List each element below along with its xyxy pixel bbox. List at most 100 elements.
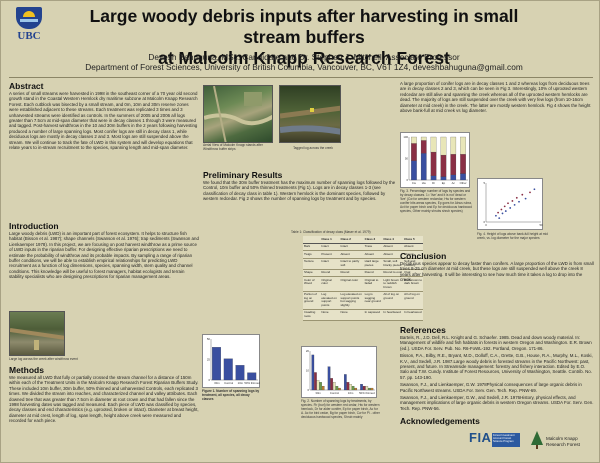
references-section: References Bartels, R., J.D. Dell, R.L. … [400, 325, 594, 413]
bar [460, 173, 466, 181]
table-cell: Shape [303, 269, 321, 278]
x-tick-label: 30m [214, 381, 220, 385]
introduction-text: Large woody debris (LWD) is an important… [9, 231, 199, 280]
y-tick-label: 20 [306, 349, 310, 353]
table-cell: Round [339, 269, 364, 278]
bar [440, 136, 447, 156]
table-row: Shape Round Round Round Round to oval Oval [303, 269, 423, 278]
scatter-point [504, 210, 507, 212]
bar [311, 354, 315, 391]
bar [332, 382, 336, 391]
table-cell: Intact [320, 258, 340, 270]
log-across-creek-photo [9, 311, 65, 356]
ubc-shield-icon [16, 7, 42, 29]
figure-2-chart: 0 10 20 30m Control 10m 50% thinned [306, 349, 375, 395]
y-tick-label: 50 [207, 337, 211, 341]
conclusion-section: Conclusion Deciduous species appear to d… [400, 251, 594, 283]
x-tick-label: 30m [315, 391, 321, 395]
mkrf-logo-text: Malcolm Knapp Research Forest [546, 436, 580, 447]
scatter-point [515, 196, 518, 199]
references-list: Bartels, R., J.D. Dell, R.L. Knight and … [400, 335, 594, 411]
reference-item: Bartels, R., J.D. Dell, R.L. Knight and … [400, 335, 592, 351]
bar [330, 378, 333, 391]
bar [247, 372, 257, 381]
scatter-point [497, 211, 499, 214]
fia-program-text: Forest Investment Account Forest Science… [492, 433, 520, 447]
x-tick-label: 50% thinned [244, 381, 260, 385]
x-tick-label: 0 [485, 223, 487, 227]
scatter-point [521, 193, 524, 196]
reference-item: Swanson, F.J., and Lienkaemper, G.W. 197… [400, 382, 582, 393]
table-cell: Intact [339, 243, 364, 252]
table-cell: None [320, 309, 340, 321]
mkrf-logo: Malcolm Knapp Research Forest [531, 430, 595, 455]
y-tick-label: 25 [207, 358, 211, 362]
bar [344, 374, 347, 391]
table-cell: Hard large pieces [363, 258, 383, 270]
y-tick-label: 5 [483, 181, 485, 185]
results-continued-text: A large proportion of conifer logs are i… [400, 81, 591, 114]
mkrf-line-2: Research Forest [546, 441, 580, 447]
table-row: Bark Intact Intact Trace Absent Absent [303, 243, 423, 252]
table-1-caption: Table 1: Classification of decay class (… [291, 230, 371, 234]
scatter-point [511, 200, 514, 202]
bar [316, 380, 320, 391]
conclusion-text: Deciduous species appear to decay faster… [400, 261, 594, 283]
abstract-text: A series of small streams were harvested… [9, 91, 198, 151]
table-cell: Round [363, 269, 383, 278]
table-cell: Intact to partly soft [339, 258, 364, 270]
scatter-point [533, 188, 536, 191]
figure-3-chart: 0 50 100 Cw Hw Dr Ep Ac Other [403, 135, 468, 185]
bar [430, 151, 437, 176]
figure-1-caption: Figure 1. Number of spanning logs by tre… [202, 389, 260, 401]
bar [368, 387, 371, 391]
table-row: Invading roots None None In sapwood In heart… [303, 309, 423, 321]
mkrf-line-1: Malcolm Knapp [546, 436, 578, 441]
scatter-point [498, 217, 501, 219]
scatter-point [507, 202, 509, 205]
scatter-point [503, 205, 506, 208]
x-tick-label: 50% thinned [359, 391, 375, 395]
bar [223, 358, 233, 381]
bar [351, 385, 355, 391]
figure-3: 0 50 100 Cw Hw Dr Ep Ac Other [400, 132, 470, 188]
fia-logo: FIA Forest Investment Account Forest Sci… [469, 430, 520, 455]
affiliation: Department of Forest Sciences, Universit… [85, 62, 411, 72]
methods-section: Methods We measured all LWD that fully o… [9, 365, 199, 424]
bar [338, 387, 341, 391]
ubc-logo-text: UBC [17, 30, 41, 42]
x-tick-label: Control [330, 391, 339, 395]
scatter-point [495, 214, 497, 217]
table-cell: Soft and powdery [403, 258, 423, 270]
bar [346, 382, 350, 391]
bar [460, 154, 466, 174]
log-across-creek-image [10, 328, 64, 350]
table-cell: Portion of log on ground [303, 291, 321, 310]
bar [335, 385, 339, 391]
x-tick-label: Other [460, 181, 467, 185]
bar [321, 385, 325, 391]
table-cell: All of log on ground [382, 291, 404, 310]
bar [420, 153, 427, 181]
table-cell: Texture [303, 258, 321, 270]
table-cell: Class 2 [339, 236, 364, 244]
table-cell: Log elevated on support points [320, 291, 340, 310]
scatter-point [524, 197, 527, 200]
table-cell [303, 236, 321, 244]
table-header-row: Class 1 Class 2 Class 3 Class 4 Class 5 [303, 236, 423, 244]
table-row: Portion of log on ground Log elevated on … [303, 291, 423, 310]
table-cell: Small, soft blocky pieces [382, 258, 404, 270]
table-cell: Absent [403, 243, 423, 252]
scatter-point [500, 208, 503, 211]
aerial-photo [203, 85, 273, 143]
bar [440, 176, 447, 181]
table-cell: Round to oval [382, 269, 404, 278]
x-tick-label: Hw [422, 181, 427, 185]
tree-icon [531, 431, 543, 445]
table-cell: Log is sagging near ground [363, 291, 383, 310]
x-tick-label: 10m [348, 391, 354, 395]
bar [327, 366, 331, 391]
title-line-2: at Malcolm Knapp Research Forest [158, 48, 450, 68]
table-cell: Absent [403, 250, 423, 259]
introduction-section: Introduction Large woody debris (LWD) is… [9, 221, 199, 280]
